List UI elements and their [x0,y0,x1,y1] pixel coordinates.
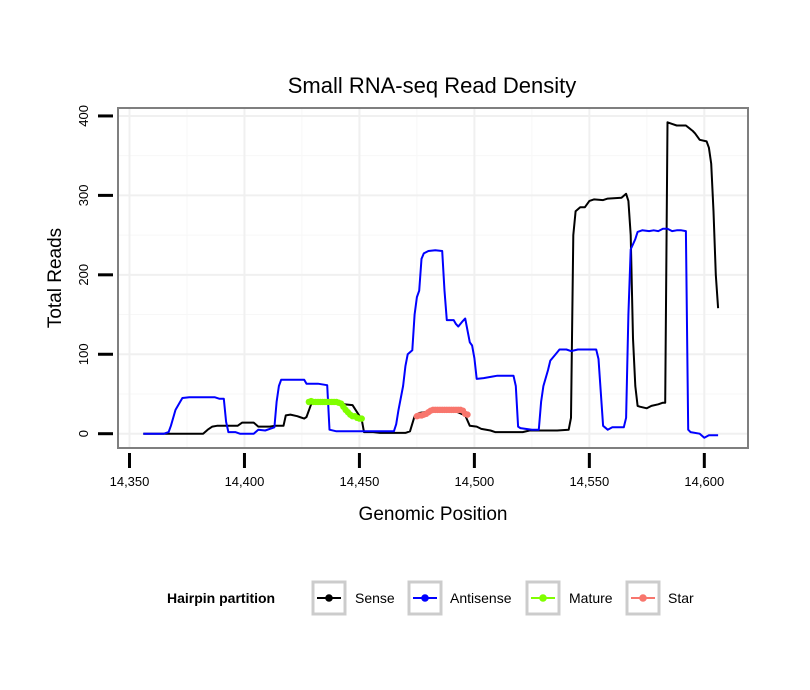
panel-background [118,108,748,448]
legend-label-star: Star [668,590,694,606]
grid-major [118,108,748,448]
legend-label-mature: Mature [569,590,613,606]
legend-key-dot [325,594,333,602]
x-tick-label: 14,550 [569,474,609,489]
legend-label-sense: Sense [355,590,395,606]
grid-minor [118,108,748,448]
y-tick-label: 400 [76,105,91,127]
data-point-mature [358,415,365,422]
x-axis-title: Genomic Position [359,504,508,525]
x-tick-label: 14,400 [225,474,265,489]
chart-title: Small RNA-seq Read Density [288,73,577,98]
x-tick-label: 14,500 [455,474,495,489]
legend-title: Hairpin partition [167,590,275,606]
x-tick-label: 14,450 [340,474,380,489]
series-line-antisense [143,227,719,439]
panel-border [117,107,749,449]
x-axis: 14,350 14,400 14,450 14,500 14,550 14,600 [110,453,724,489]
y-tick-label: 300 [76,185,91,207]
plot-panel [117,107,749,449]
legend-label-antisense: Antisense [450,590,512,606]
legend-key-dot [539,594,547,602]
x-tick-label: 14,350 [110,474,150,489]
series-line-sense [143,121,720,435]
data-point-star [464,411,471,418]
legend: Hairpin partition Sense Antisense Mature St… [167,580,694,616]
y-axis: 0 100 200 300 400 [76,105,113,437]
y-tick-label: 200 [76,264,91,286]
y-tick-label: 100 [76,343,91,365]
x-tick-label: 14,600 [684,474,724,489]
y-tick-label: 0 [76,430,91,437]
y-axis-title: Total Reads [45,228,66,328]
series-layer [143,121,720,439]
legend-key-dot [639,594,647,602]
legend-key-dot [421,594,429,602]
